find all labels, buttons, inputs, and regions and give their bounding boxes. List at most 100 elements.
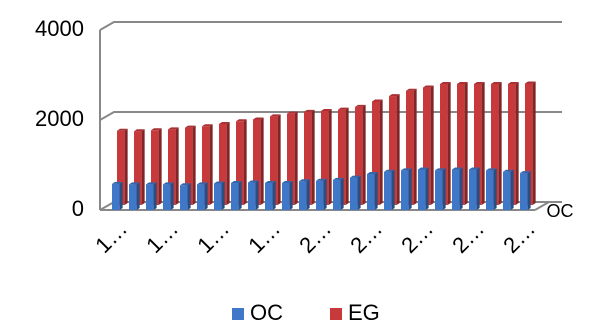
bar bbox=[253, 117, 264, 205]
bar-top bbox=[457, 81, 468, 84]
bar-top bbox=[117, 128, 128, 131]
bar-top bbox=[231, 181, 242, 183]
bar-side bbox=[340, 177, 344, 210]
bar-top bbox=[253, 117, 264, 120]
bar bbox=[219, 122, 230, 205]
bar-side bbox=[357, 175, 361, 210]
legend-label: OC bbox=[250, 300, 283, 325]
bar-front bbox=[508, 83, 516, 205]
bar bbox=[384, 169, 395, 210]
bar-top bbox=[486, 168, 497, 171]
x-tick-label: 1… bbox=[243, 216, 285, 258]
y-tick-label: 0 bbox=[72, 196, 84, 221]
bar bbox=[163, 182, 174, 210]
bar bbox=[151, 128, 162, 205]
bar-front bbox=[214, 183, 222, 210]
bar-front bbox=[486, 170, 494, 210]
bar-top bbox=[146, 182, 157, 185]
bar-top bbox=[525, 81, 536, 84]
bar-side bbox=[170, 182, 174, 210]
bar-side bbox=[226, 122, 230, 205]
bar-top bbox=[491, 81, 502, 84]
x-tick-label: 2… bbox=[447, 216, 489, 258]
grid-line bbox=[99, 21, 562, 31]
bar bbox=[270, 114, 281, 205]
legend-swatch bbox=[232, 308, 244, 320]
bar-side bbox=[362, 104, 366, 205]
y-tick-label: 2000 bbox=[35, 106, 84, 131]
bar bbox=[134, 129, 145, 205]
bar-top bbox=[338, 107, 349, 110]
bar-front bbox=[112, 183, 120, 210]
bar-front bbox=[491, 83, 499, 205]
bar-front bbox=[270, 116, 278, 205]
bar-front bbox=[185, 127, 193, 205]
bar-side bbox=[153, 182, 157, 210]
bar-side bbox=[204, 182, 208, 210]
bar-top bbox=[202, 124, 213, 127]
bar-top bbox=[423, 85, 434, 88]
bar bbox=[367, 172, 378, 210]
bar bbox=[435, 168, 446, 210]
bar-top bbox=[452, 167, 463, 170]
bar-front bbox=[435, 170, 443, 210]
bar-side bbox=[515, 81, 519, 205]
bar-front bbox=[299, 181, 307, 210]
bar-front bbox=[134, 131, 142, 205]
bar-top bbox=[520, 171, 531, 174]
bar bbox=[248, 180, 259, 210]
bar-front bbox=[321, 110, 329, 205]
bar bbox=[372, 99, 383, 205]
bar-top bbox=[384, 169, 395, 172]
bar-front bbox=[401, 170, 409, 210]
bar-side bbox=[396, 94, 400, 205]
bar-front bbox=[384, 171, 392, 210]
bar-front bbox=[219, 124, 227, 205]
bar-top bbox=[401, 168, 412, 171]
bar-side bbox=[328, 108, 332, 205]
bar bbox=[503, 169, 514, 210]
bar-front bbox=[452, 169, 460, 210]
bar bbox=[508, 81, 519, 205]
bar-side bbox=[323, 178, 327, 210]
bar-front bbox=[389, 96, 397, 205]
bar-side bbox=[481, 81, 485, 205]
bar-side bbox=[260, 117, 264, 205]
bar-front bbox=[474, 83, 482, 205]
bar-side bbox=[447, 81, 451, 205]
bar-front bbox=[316, 180, 324, 210]
bar-front bbox=[469, 169, 477, 210]
bar bbox=[304, 109, 315, 205]
bar-front bbox=[231, 183, 239, 210]
bar-side bbox=[272, 181, 276, 210]
bar-side bbox=[136, 182, 140, 210]
bar-top bbox=[503, 169, 514, 172]
bar-top bbox=[469, 167, 480, 170]
bar bbox=[231, 181, 242, 210]
bar-top bbox=[214, 181, 225, 184]
bar-front bbox=[197, 184, 205, 210]
bar bbox=[180, 183, 191, 210]
bar-side bbox=[255, 180, 259, 210]
bar-top bbox=[372, 99, 383, 102]
bar-front bbox=[146, 184, 154, 210]
bar bbox=[486, 168, 497, 210]
bar-side bbox=[498, 81, 502, 205]
bar-side bbox=[141, 129, 145, 205]
bar-front bbox=[457, 83, 465, 205]
bar-top bbox=[151, 128, 162, 131]
bar-top bbox=[321, 108, 332, 111]
bar-front bbox=[202, 126, 210, 205]
bar-side bbox=[391, 169, 395, 210]
bar bbox=[316, 178, 327, 210]
bar-front bbox=[151, 130, 159, 205]
bar bbox=[440, 81, 451, 205]
bar-top bbox=[333, 177, 344, 180]
bar-top bbox=[355, 104, 366, 107]
bar-side bbox=[238, 181, 242, 210]
bar-top bbox=[508, 81, 519, 84]
bar-top bbox=[474, 81, 485, 84]
bar-front bbox=[367, 174, 375, 210]
bar bbox=[452, 167, 463, 210]
bar bbox=[197, 182, 208, 210]
